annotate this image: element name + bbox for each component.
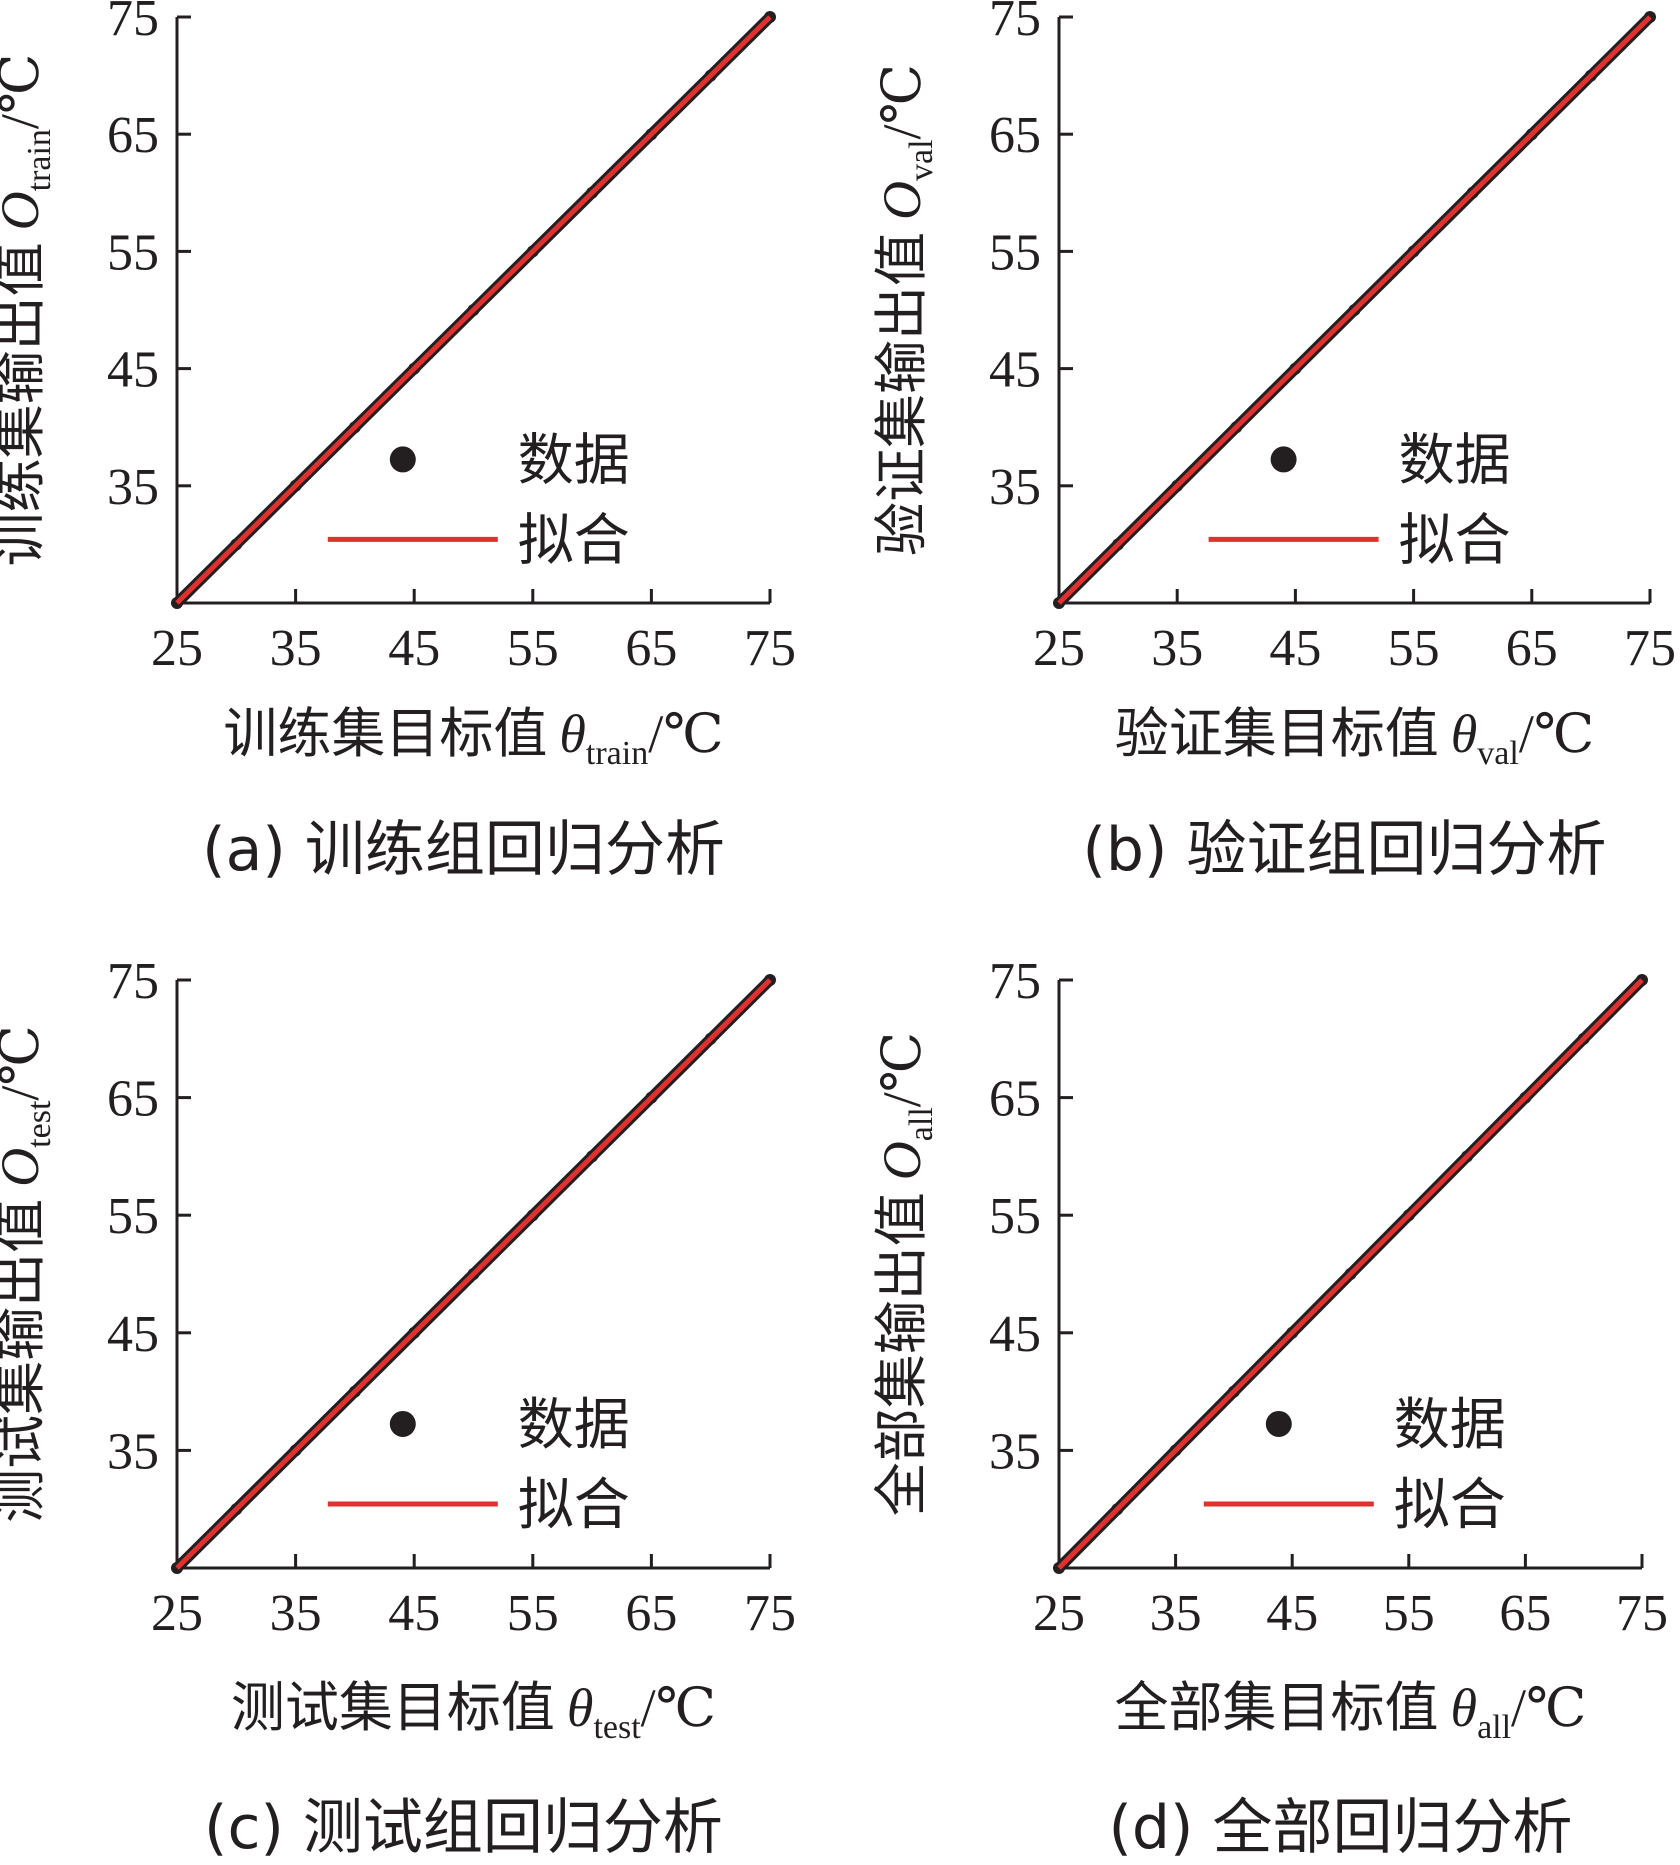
x-tick-label: 35: [270, 1585, 322, 1642]
x-tick-label: 35: [1151, 620, 1203, 677]
y-axis-title: 验证集输出值Oval/℃: [870, 64, 940, 556]
x-tick-label: 45: [388, 620, 440, 677]
y-tick-label: 65: [989, 107, 1041, 164]
x-tick-label: 55: [507, 620, 559, 677]
panel-caption: (b) 验证组回归分析: [1083, 815, 1607, 885]
legend-label-fit: 拟合: [1399, 508, 1511, 573]
legend-marker-data: [389, 1410, 416, 1437]
x-axis-title: 训练集目标值 θtrain/℃: [223, 702, 723, 772]
legend-label-data: 数据: [1394, 1393, 1506, 1458]
panel-caption: (c) 测试组回归分析: [204, 1793, 723, 1863]
y-tick-label: 35: [989, 1423, 1041, 1480]
y-tick-label: 55: [107, 224, 159, 281]
fit-line: [175, 978, 772, 1570]
legend-label-fit: 拟合: [518, 508, 630, 573]
x-tick-label: 55: [1388, 620, 1440, 677]
x-tick-label: 25: [151, 620, 203, 677]
y-tick-label: 75: [989, 953, 1041, 1010]
y-tick-label: 45: [107, 1306, 159, 1363]
y-tick-label: 55: [989, 224, 1041, 281]
y-axis-title: 训练集输出值Otrain/℃: [0, 54, 58, 567]
x-tick-label: 55: [507, 1585, 559, 1642]
x-axis-title: 验证集目标值 θval/℃: [1115, 702, 1595, 772]
y-tick-label: 35: [989, 459, 1041, 516]
y-tick-label: 75: [107, 0, 159, 47]
y-axis-title: 全部集输出值Oall/℃: [870, 1032, 940, 1516]
y-tick-label: 65: [107, 107, 159, 164]
y-axis-title: 测试集输出值Otest/℃: [0, 1025, 58, 1523]
legend-label-data: 数据: [1399, 428, 1511, 493]
fit-line: [1057, 978, 1644, 1570]
y-tick-label: 35: [107, 459, 159, 516]
y-tick-label: 55: [107, 1188, 159, 1245]
legend-label-data: 数据: [518, 428, 630, 493]
y-tick-label: 45: [989, 1306, 1041, 1363]
y-tick-label: 55: [989, 1188, 1041, 1245]
x-tick-label: 45: [1269, 620, 1321, 677]
x-tick-label: 35: [1150, 1585, 1202, 1642]
legend-label-data: 数据: [518, 1393, 630, 1458]
x-tick-label: 45: [388, 1585, 440, 1642]
x-tick-label: 45: [1266, 1585, 1318, 1642]
fit-line: [1057, 15, 1652, 605]
x-tick-label: 75: [1616, 1585, 1668, 1642]
x-tick-label: 55: [1383, 1585, 1435, 1642]
y-tick-label: 35: [107, 1423, 159, 1480]
x-tick-label: 35: [270, 620, 322, 677]
panel-caption: (d) 全部回归分析: [1109, 1793, 1573, 1863]
legend-label-fit: 拟合: [1394, 1473, 1506, 1538]
x-tick-label: 75: [1624, 620, 1676, 677]
x-tick-label: 75: [744, 620, 796, 677]
y-tick-label: 75: [107, 953, 159, 1010]
y-tick-label: 65: [989, 1071, 1041, 1128]
x-tick-label: 65: [1499, 1585, 1551, 1642]
y-tick-label: 45: [989, 342, 1041, 399]
legend-marker-data: [1270, 446, 1297, 473]
x-tick-label: 25: [1033, 620, 1085, 677]
x-axis-title: 测试集目标值 θtest/℃: [231, 1676, 716, 1746]
x-tick-label: 65: [625, 1585, 677, 1642]
y-tick-label: 65: [107, 1071, 159, 1128]
x-tick-label: 25: [1033, 1585, 1085, 1642]
y-tick-label: 45: [107, 342, 159, 399]
x-tick-label: 25: [151, 1585, 203, 1642]
x-tick-label: 65: [625, 620, 677, 677]
x-tick-label: 65: [1506, 620, 1558, 677]
y-tick-label: 75: [989, 0, 1041, 47]
legend-marker-data: [1265, 1410, 1292, 1437]
legend-marker-data: [389, 446, 416, 473]
x-tick-label: 75: [744, 1585, 796, 1642]
legend-label-fit: 拟合: [518, 1473, 630, 1538]
fit-line: [175, 15, 772, 605]
x-axis-title: 全部集目标值 θall/℃: [1115, 1676, 1587, 1746]
panel-caption: (a) 训练组回归分析: [202, 815, 725, 885]
